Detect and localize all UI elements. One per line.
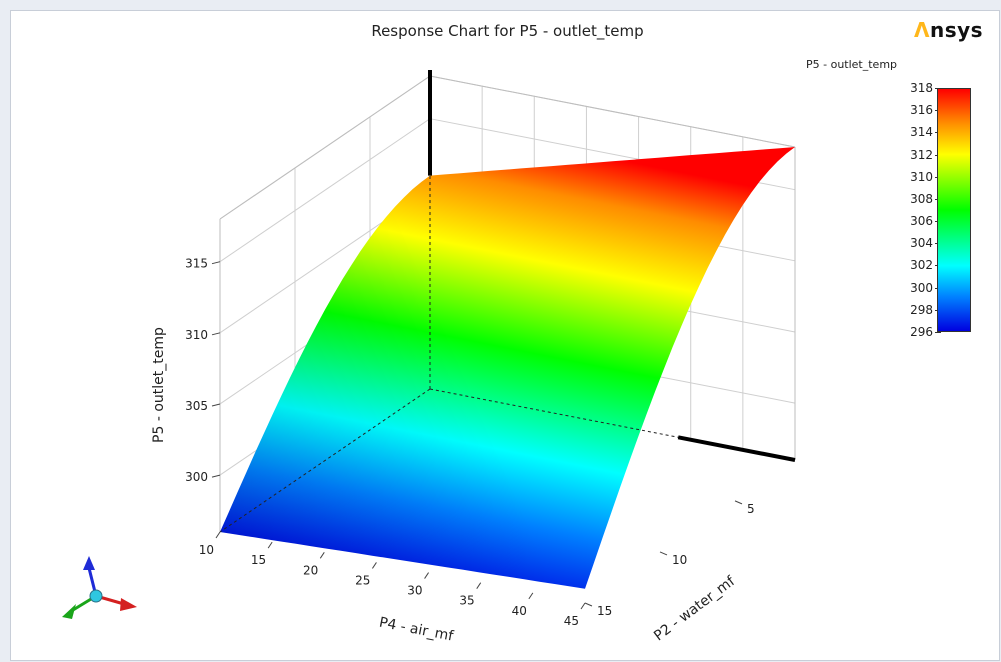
z-tick-mark <box>211 403 221 407</box>
x-tick-mark <box>424 572 429 579</box>
legend-title: P5 - outlet_temp <box>806 58 898 71</box>
y-tick-label: 5 <box>747 502 755 516</box>
y-tick-mark <box>584 602 593 607</box>
legend-color-bar <box>937 88 971 332</box>
axes <box>219 70 796 533</box>
y-axis-label: P2 - water_mf <box>651 573 739 645</box>
x-tick-mark <box>528 592 534 600</box>
z-tick-label: 315 <box>185 257 208 271</box>
ansys-logo: Λnsys <box>914 18 984 42</box>
response-surface <box>220 147 795 589</box>
x-tick-label: 15 <box>251 553 266 567</box>
triad-z-head <box>83 556 95 570</box>
x-tick-label: 10 <box>199 543 214 557</box>
x-tick-mark <box>580 602 586 610</box>
x-tick-label: 20 <box>303 563 318 577</box>
box-edge <box>219 75 431 220</box>
x-tick-label: 25 <box>355 573 370 587</box>
triad-origin <box>89 589 103 603</box>
y-tick-mark <box>734 500 743 505</box>
orientation-triad-icon[interactable] <box>62 556 137 619</box>
z-tick-label: 300 <box>185 470 208 484</box>
x-tick-label: 45 <box>564 614 579 628</box>
x-tick-mark <box>215 531 221 539</box>
surface-shading <box>220 147 795 589</box>
x-tick-mark <box>372 562 377 569</box>
y-tick-label: 10 <box>672 553 687 567</box>
x-tick-label: 30 <box>407 584 422 598</box>
grid-line <box>219 118 431 263</box>
z-tick-mark <box>211 474 221 478</box>
triad-y-head <box>62 604 76 619</box>
hidden-axis-line <box>219 388 431 533</box>
x-tick-label: 40 <box>512 604 527 618</box>
legend-tick-label: 296 <box>910 325 941 339</box>
y-tick-mark <box>659 551 668 556</box>
z-tick-mark <box>211 261 221 265</box>
x-tick-mark <box>267 541 273 549</box>
x-tick-label: 35 <box>459 594 474 608</box>
box-edge <box>429 75 796 148</box>
chart-title: Response Chart for P5 - outlet_temp <box>371 22 644 40</box>
x-axis-line <box>677 435 796 462</box>
z-tick-label: 305 <box>185 399 208 413</box>
x-tick-mark <box>476 582 482 589</box>
x-tick-mark <box>319 552 325 559</box>
y-tick-label: 15 <box>597 604 612 618</box>
z-tick-label: 310 <box>185 328 208 342</box>
z-axis-label: P5 - outlet_temp <box>151 327 167 443</box>
hidden-axis-line <box>429 388 796 461</box>
z-tick-mark <box>211 332 221 336</box>
triad-x-head <box>120 598 137 611</box>
x-axis-label: P4 - air_mf <box>378 615 456 645</box>
